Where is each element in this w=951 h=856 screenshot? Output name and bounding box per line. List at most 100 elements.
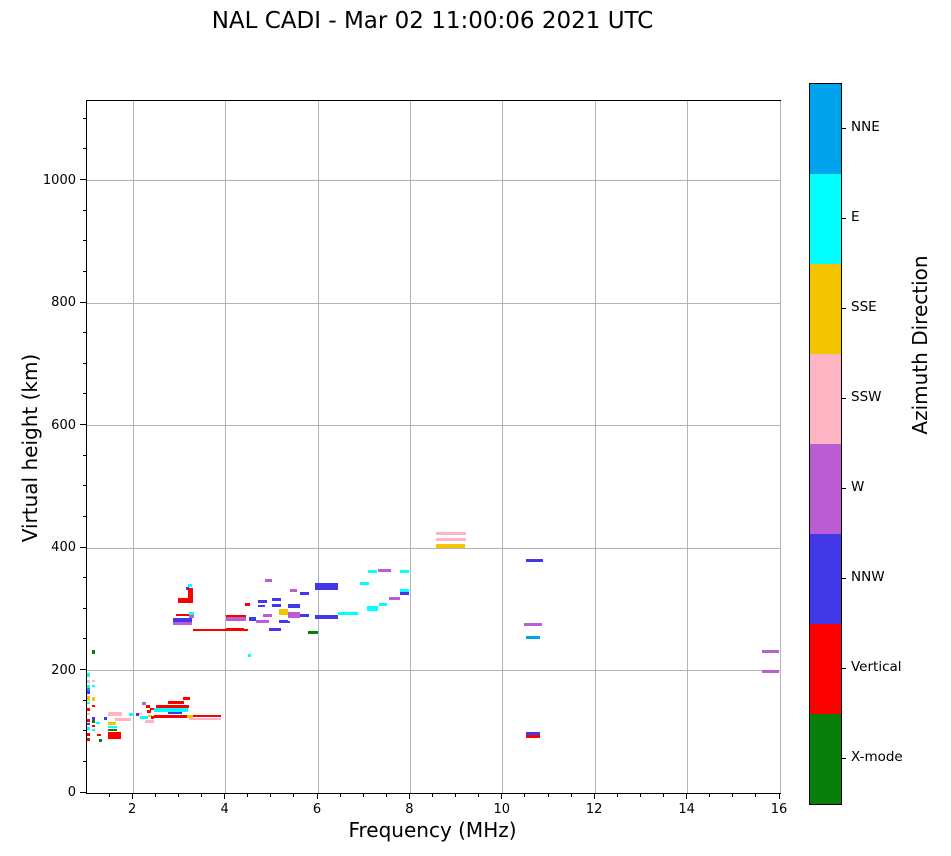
data-point [523,623,543,627]
data-point [281,620,291,624]
data-point [104,717,107,720]
data-point [278,609,288,615]
x-minor-tick [339,793,341,797]
data-point [87,696,91,702]
data-point [153,708,188,712]
y-minor-tick [82,209,86,211]
data-point [87,688,91,691]
x-minor-tick [755,793,757,797]
data-point [367,570,378,574]
data-point [167,711,182,714]
x-minor-tick [154,793,156,797]
data-point [92,650,95,654]
colorbar-segment [810,174,841,264]
colorbar-segment [810,624,841,714]
y-tick [80,546,86,548]
colorbar-segment-label: X-mode [851,749,903,765]
y-minor-tick [82,607,86,609]
data-point [187,714,194,719]
colorbar-segment-label: NNE [851,119,880,135]
data-point [257,604,265,608]
colorbar-tick [842,757,846,759]
data-point [87,737,91,741]
data-point [525,732,540,735]
data-point [399,589,410,593]
data-point [314,582,338,590]
data-point [525,636,540,640]
data-point [128,712,134,716]
x-minor-tick [616,793,618,797]
x-tick [224,793,226,799]
y-minor-tick [82,577,86,579]
y-minor-tick [82,699,86,701]
data-point [91,728,95,732]
data-point [185,587,189,591]
data-point [187,584,193,588]
data-point [257,600,268,604]
y-minor-tick [82,362,86,364]
data-point [366,606,379,611]
data-point [140,716,148,719]
y-gridline [87,425,780,427]
x-minor-tick [293,793,295,797]
x-minor-tick [709,793,711,797]
data-point [435,532,466,535]
colorbar-segment [810,84,841,174]
data-point [87,732,91,737]
colorbar-segment [810,264,841,354]
data-point [183,696,190,700]
data-point [87,701,91,705]
y-minor-tick [82,332,86,334]
y-minor-tick [82,485,86,487]
x-tick-label: 10 [493,802,511,817]
x-tick [316,793,318,799]
data-point [247,653,251,658]
y-tick [80,669,86,671]
data-point [399,570,410,574]
y-tick [80,791,86,793]
colorbar-tick [842,487,846,489]
data-point [107,712,122,717]
x-tick [408,793,411,799]
y-tick-label: 0 [67,785,76,800]
data-point [91,697,95,701]
x-tick-label: 16 [770,802,788,817]
y-minor-tick [82,270,86,272]
x-minor-tick [247,793,249,797]
x-tick [778,793,780,799]
x-axis-label: Frequency (MHz) [348,818,517,842]
data-point [307,631,318,634]
y-minor-tick [82,148,86,150]
x-minor-tick [270,793,272,797]
y-gridline [87,670,780,672]
data-point [167,701,184,704]
colorbar-tick [842,307,846,309]
data-point [114,717,131,721]
data-point [193,714,221,718]
data-point [262,613,272,617]
data-point [153,714,189,719]
y-tick-label: 1000 [42,172,76,188]
data-point [225,617,247,621]
data-point [142,702,146,706]
y-gridline [87,302,780,304]
data-point [248,617,256,621]
data-point [107,725,118,729]
data-point [271,597,282,601]
data-point [299,613,309,618]
data-point [271,604,282,608]
colorbar-tick [842,127,846,129]
x-tick [131,793,133,799]
data-point [172,622,192,625]
y-tick [80,424,86,426]
data-point [91,725,95,728]
x-minor-tick [570,793,572,797]
colorbar [809,83,842,805]
x-minor-tick [177,793,179,797]
x-tick-label: 14 [678,802,695,817]
data-point [299,592,309,595]
data-point [146,705,150,708]
x-minor-tick [639,793,641,797]
data-point [148,714,153,718]
